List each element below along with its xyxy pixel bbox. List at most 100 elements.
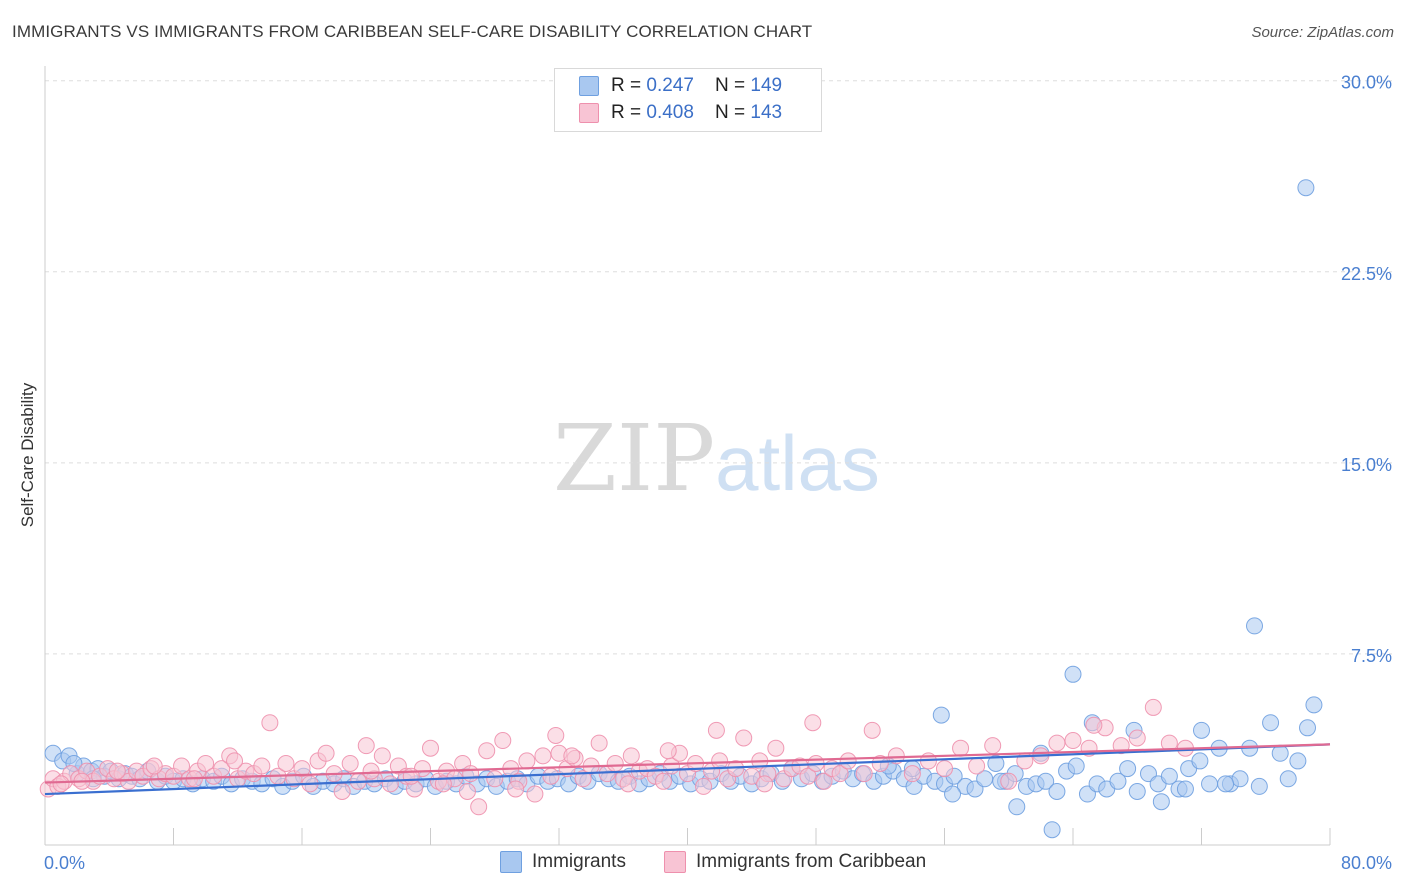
immigrants-point <box>1279 770 1297 788</box>
caribbean-point <box>968 757 986 775</box>
bottom-legend-swatch-immigrants <box>500 851 522 873</box>
caribbean-point <box>711 752 729 770</box>
caribbean-point <box>563 747 581 765</box>
caribbean-point <box>590 734 608 752</box>
caribbean-point <box>654 772 672 790</box>
caribbean-point <box>357 737 375 755</box>
caribbean-point <box>756 775 774 793</box>
caribbean-point <box>855 765 873 783</box>
caribbean-point <box>1144 698 1162 716</box>
source-credit: Source: ZipAtlas.com <box>1251 24 1394 41</box>
caribbean-point <box>735 729 753 747</box>
immigrants-point <box>1064 665 1082 683</box>
caribbean-point <box>145 757 163 775</box>
caribbean-point <box>619 775 637 793</box>
legend-n-value: 149 <box>750 75 783 96</box>
caribbean-point <box>277 754 295 772</box>
y-tick-label: 30.0% <box>1341 73 1392 93</box>
legend-n-value: 143 <box>750 102 783 123</box>
axes <box>44 66 1331 846</box>
immigrants-point <box>1217 775 1235 793</box>
immigrants-point <box>1119 760 1137 778</box>
immigrants-point <box>1289 752 1307 770</box>
immigrants-point <box>1109 772 1127 790</box>
caribbean-point <box>695 777 713 795</box>
immigrants-point <box>1297 179 1315 197</box>
immigrants-point <box>1043 821 1061 839</box>
immigrants-point <box>1067 757 1085 775</box>
legend-r-label: R = <box>611 102 647 123</box>
bottom-legend-label-caribbean: Immigrants from Caribbean <box>696 851 927 873</box>
legend-n-label: N = <box>715 75 751 96</box>
caribbean-point <box>173 757 191 775</box>
immigrants-point <box>1193 721 1210 739</box>
caribbean-point <box>226 752 244 770</box>
caribbean-point <box>253 757 271 775</box>
caribbean-trend-line <box>44 743 1331 784</box>
caribbean-point <box>52 775 70 793</box>
caribbean-point <box>863 721 881 739</box>
caribbean-point <box>462 765 480 783</box>
immigrants-point <box>1231 770 1249 788</box>
caribbean-point <box>767 739 785 757</box>
caribbean-point <box>887 747 905 765</box>
immigrants-point <box>1246 617 1264 635</box>
immigrants-point <box>1160 767 1178 785</box>
legend-swatch-immigrants <box>579 75 599 96</box>
immigrants-point <box>1305 696 1323 714</box>
caribbean-point <box>494 732 512 750</box>
caribbean-point <box>815 772 833 790</box>
immigrants-point <box>1262 714 1280 732</box>
immigrants-point <box>1201 775 1219 793</box>
legend-n-label: N = <box>715 102 751 123</box>
caribbean-point <box>799 767 817 785</box>
caribbean-point <box>622 747 640 765</box>
immigrants-trend-line <box>44 743 1331 796</box>
caribbean-point <box>261 714 279 732</box>
immigrants-point <box>987 754 1005 772</box>
caribbean-point <box>1064 732 1082 750</box>
x-tick-label: 80.0% <box>1341 853 1392 873</box>
immigrants-point <box>1048 783 1066 800</box>
immigrants-point <box>1176 780 1194 798</box>
chart-title: IMMIGRANTS VS IMMIGRANTS FROM CARIBBEAN … <box>12 22 813 41</box>
caribbean-point <box>574 770 592 788</box>
bottom-legend-swatch-caribbean <box>664 851 686 873</box>
trend-lines <box>44 743 1331 796</box>
caribbean-point <box>293 760 311 778</box>
caribbean-point <box>422 739 439 757</box>
y-tick-label: 7.5% <box>1351 646 1392 666</box>
caribbean-point <box>804 714 822 732</box>
immigrants-point <box>1008 798 1026 816</box>
immigrants-point <box>944 785 962 803</box>
caribbean-point <box>542 767 560 785</box>
stats-legend: R = 0.247 N = 149 R = 0.408 N = 143 <box>554 68 822 132</box>
legend-row-immigrants: R = 0.247 N = 149 <box>579 75 782 101</box>
legend-row-caribbean: R = 0.408 N = 143 <box>579 102 782 128</box>
immigrants-point <box>1152 793 1170 811</box>
immigrants-point <box>932 706 950 724</box>
caribbean-point <box>936 760 953 778</box>
caribbean-point <box>547 726 565 744</box>
y-tick-label: 15.0% <box>1341 455 1392 475</box>
bottom-legend-label-immigrants: Immigrants <box>532 851 626 873</box>
tick-labels: 7.5% 15.0% 22.5% 30.0% 0.0% 80.0% <box>44 73 1392 873</box>
caribbean-point <box>1000 772 1018 790</box>
caribbean-point <box>373 747 391 765</box>
caribbean-point <box>984 737 1002 755</box>
caribbean-point <box>362 762 380 780</box>
legend-swatch-caribbean <box>579 102 599 123</box>
immigrants-point <box>1299 719 1317 737</box>
immigrants-point <box>1250 777 1268 795</box>
caribbean-point <box>478 742 496 760</box>
immigrants-point <box>1128 783 1146 800</box>
bottom-legend-caribbean: Immigrants from Caribbean <box>664 851 926 873</box>
caribbean-point <box>839 752 857 770</box>
caribbean-point <box>518 752 536 770</box>
caribbean-point <box>1048 734 1066 752</box>
caribbean-point <box>507 780 525 798</box>
bottom-legend-immigrants: Immigrants <box>500 851 626 873</box>
legend-r-label: R = <box>611 75 647 96</box>
legend-r-value: 0.247 <box>646 75 694 96</box>
caribbean-point <box>903 765 921 783</box>
